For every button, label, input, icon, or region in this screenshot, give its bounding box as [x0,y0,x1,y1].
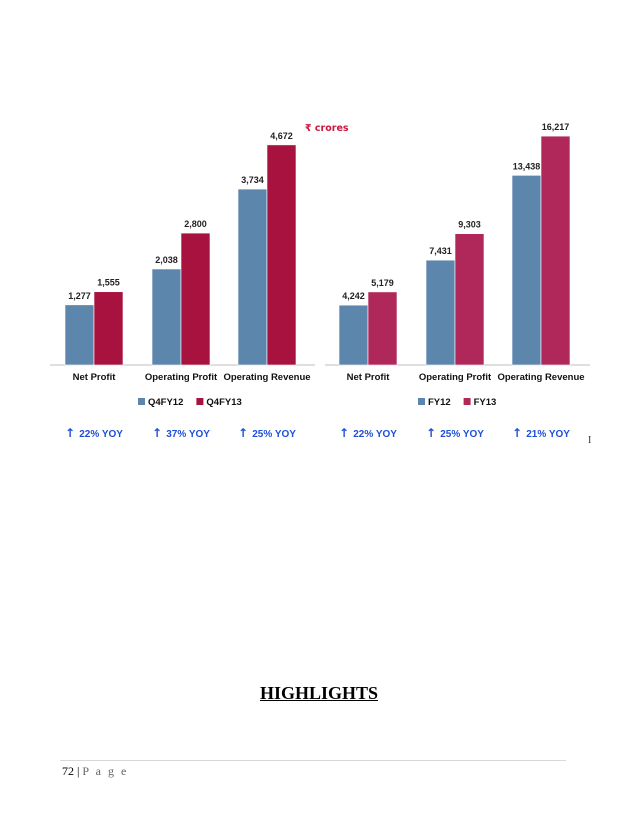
data-label: 2,800 [184,219,207,229]
page-heading: HIGHLIGHTS [259,683,379,703]
bar-q4fy12-0 [64,304,95,366]
legend-swatch-fy13 [463,398,471,405]
yoy-growth-text: 21% YOY [526,429,570,440]
yoy-growth-label: ↑ 22% YOY [65,426,123,440]
data-label: 9,303 [458,220,481,230]
up-arrow-icon: ↑ [65,426,79,440]
data-label: 1,277 [68,291,91,301]
data-label: 1,555 [97,278,120,288]
legend-swatch-q4fy13 [196,398,204,405]
up-arrow-icon: ↑ [512,426,526,440]
data-label: 3,734 [241,175,264,185]
bar-q4fy12-2 [237,188,268,366]
category-label: Operating Revenue [223,372,310,383]
yoy-growth-label: ↑ 21% YOY [512,426,570,440]
bar-fy12-1 [425,259,456,366]
page-separator: | [77,764,80,778]
category-label: Operating Profit [419,372,492,383]
footer-divider [60,760,566,761]
stray-mark: I [588,435,592,446]
data-label: 2,038 [155,255,178,265]
page-number: 72 [62,764,74,778]
legend-label: FY12 [428,397,451,408]
legend-swatch-fy12 [418,398,425,405]
bar-fy13-1 [454,233,485,366]
legend-label: FY13 [474,397,497,408]
yoy-growth-label: ↑ 25% YOY [238,426,296,440]
yoy-growth-text: 22% YOY [353,429,397,440]
unit-label: ₹ crores [305,123,349,134]
data-label: 7,431 [429,246,452,256]
data-label: 4,672 [270,131,293,141]
bar-fy12-2 [511,175,542,366]
up-arrow-icon: ↑ [426,426,440,440]
yoy-growth-text: 25% YOY [252,429,296,440]
yoy-growth-text: 25% YOY [440,429,484,440]
yoy-growth-text: 37% YOY [166,429,210,440]
legend-swatch-q4fy12 [138,398,145,405]
up-arrow-icon: ↑ [238,426,252,440]
up-arrow-icon: ↑ [152,426,166,440]
bar-fy13-0 [367,291,398,366]
page-footer: 72 | P a g e [62,764,128,779]
bar-fy12-0 [338,304,369,366]
yoy-growth-label: ↑ 25% YOY [426,426,484,440]
page-word: P a g e [82,764,129,778]
legend-label: Q4FY12 [148,397,183,408]
bar-q4fy12-1 [151,268,182,366]
category-label: Operating Revenue [497,372,584,383]
yoy-growth-text: 22% YOY [79,429,123,440]
legend-label: Q4FY13 [206,397,241,408]
category-label: Net Profit [73,372,117,383]
data-label: 4,242 [342,291,365,301]
data-label: 5,179 [371,278,394,288]
category-label: Net Profit [347,372,391,383]
bar-q4fy13-2 [266,144,297,366]
bar-fy13-2 [540,135,571,366]
data-label: 13,438 [513,161,541,171]
category-label: Operating Profit [145,372,218,383]
bar-q4fy13-0 [93,291,124,366]
yoy-growth-label: ↑ 22% YOY [339,426,397,440]
up-arrow-icon: ↑ [339,426,353,440]
bar-q4fy13-1 [180,232,211,366]
data-label: 16,217 [542,122,570,132]
yoy-growth-label: ↑ 37% YOY [152,426,210,440]
